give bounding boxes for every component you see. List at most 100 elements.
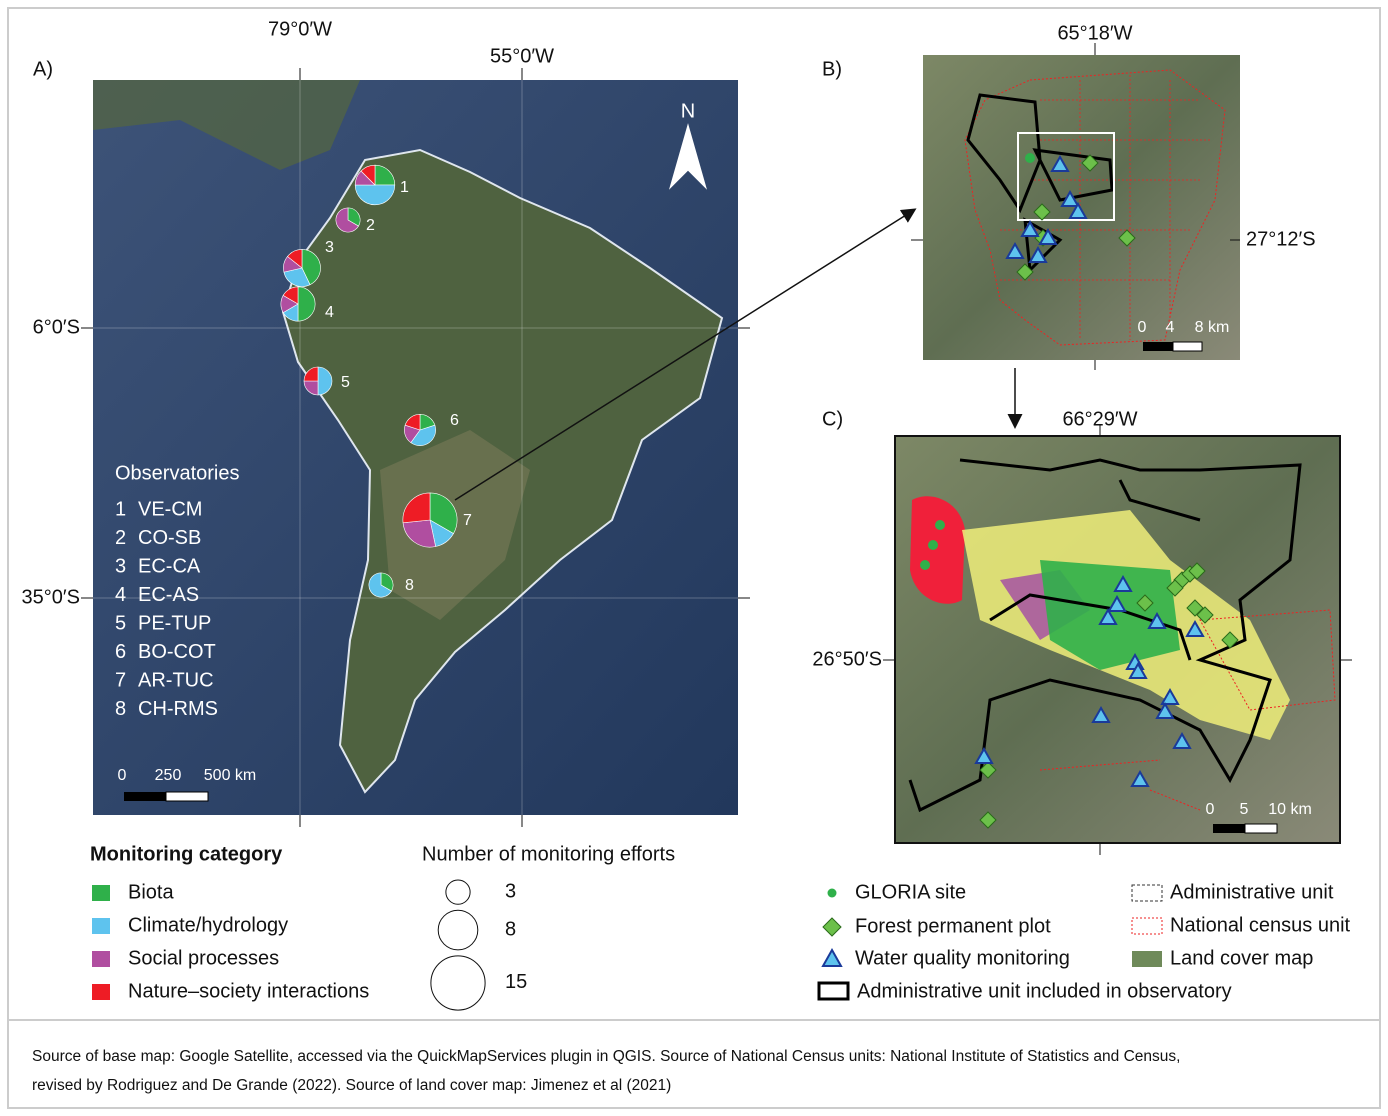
water-marker: [1050, 154, 1070, 172]
pie-slice: [360, 164, 376, 186]
tick-marks: [883, 424, 1352, 855]
water-marker: [1185, 619, 1205, 637]
observatory-code: AR-TUC: [138, 669, 214, 691]
pie-slice: [374, 164, 396, 186]
scale-label: 4: [1166, 319, 1175, 336]
pie-slice: [317, 366, 333, 396]
source-note: revised by Rodriguez and De Grande (2022…: [32, 1077, 671, 1094]
legend-item: Nature–society interactions: [128, 980, 369, 1002]
legend-item: GLORIA site: [855, 881, 966, 903]
plot-marker: [1016, 263, 1034, 281]
water-marker: [1130, 769, 1150, 787]
observatory-number: 8: [115, 698, 126, 720]
size-label: 3: [505, 880, 516, 902]
observatory-number: 3: [115, 555, 126, 577]
tick-marks: [911, 43, 1240, 370]
water-marker: [1128, 661, 1148, 679]
observatory-code: CO-SB: [138, 527, 201, 549]
plot-symbol: [822, 917, 842, 937]
size-label: 8: [505, 918, 516, 940]
plot-marker: [1221, 631, 1239, 649]
lat-label: 35°0′S: [22, 586, 80, 608]
observatory-number: 2: [115, 527, 126, 549]
size-circle: [430, 955, 486, 1011]
lon-label: 66°29′W: [1062, 408, 1137, 430]
scale-label: 0: [118, 767, 127, 784]
observatory-number: 5: [115, 612, 126, 634]
plot-marker: [979, 761, 997, 779]
pies: 1 2 3 4 5 6 7 8: [280, 164, 472, 598]
pie-slice: [287, 249, 303, 269]
pie-label: 4: [325, 304, 334, 321]
pie-label: 5: [341, 374, 350, 391]
legend-item: Water quality monitoring: [855, 947, 1070, 969]
legend-item: Administrative unit: [1170, 881, 1334, 903]
panel-b: B) 65°18′W 27°12′S 0 4 8 km: [822, 22, 1316, 370]
pie-slice: [301, 249, 321, 286]
legend-item: Land cover map: [1170, 947, 1313, 969]
water-marker: [1038, 227, 1058, 245]
pie-slice: [354, 184, 396, 206]
water-marker: [974, 746, 994, 764]
legend-title: Number of monitoring efforts: [422, 843, 675, 865]
gloria-marker: [935, 520, 945, 530]
legend-item: National census unit: [1170, 914, 1351, 936]
census-symbol: [1131, 917, 1163, 935]
pie-label: 1: [400, 179, 409, 196]
plot-marker: [1196, 606, 1214, 624]
tick-marks: [81, 68, 750, 827]
water-marker: [1005, 241, 1025, 259]
panel-c-markers: [920, 520, 1239, 829]
observatory-number: 4: [115, 584, 126, 606]
water-marker: [1113, 574, 1133, 592]
lon-label: 65°18′W: [1057, 22, 1132, 44]
pie-label: 8: [405, 577, 414, 594]
water-marker: [1107, 594, 1127, 612]
size-label: 15: [505, 971, 527, 993]
lat-label: 27°12′S: [1246, 228, 1316, 250]
water-marker: [1091, 705, 1111, 723]
water-marker: [1068, 201, 1088, 219]
observatory-code: VE-CM: [138, 498, 202, 520]
scale-label: 8 km: [1195, 319, 1230, 336]
scale-bar: [1213, 824, 1245, 833]
observatory-number: 1: [115, 498, 126, 520]
scale-label: 250: [155, 767, 182, 784]
pie-slice: [297, 286, 316, 322]
scale-label: 500 km: [204, 767, 256, 784]
panel-label: A): [33, 58, 53, 80]
lon-label: 55°0′W: [490, 45, 554, 67]
scale-bar: [1143, 342, 1173, 351]
pie-slice: [402, 519, 436, 548]
observatory-code: CH-RMS: [138, 698, 218, 720]
pie-label: 3: [325, 239, 334, 256]
observatory-list: 1 VE-CM 2 CO-SB 3 EC-CA 4 EC-AS 5 PE-TUP 6 BO-COT 7 A…: [115, 498, 218, 720]
gloria-symbol: [827, 888, 837, 898]
pie-slice: [429, 492, 458, 534]
inset-frame: [1017, 132, 1115, 221]
observatory-code: EC-AS: [138, 584, 199, 606]
scale-label: 0: [1206, 801, 1215, 818]
pie-label: 2: [366, 217, 375, 234]
lat-label: 6°0′S: [33, 316, 80, 338]
observatory-number: 6: [115, 641, 126, 663]
gloria-marker: [928, 540, 938, 550]
pie-slice: [402, 492, 431, 524]
gloria-marker: [1025, 153, 1035, 163]
panel-label: B): [822, 58, 842, 80]
unit-symbol: [817, 981, 850, 1001]
water-marker: [1172, 731, 1192, 749]
census-units: [1039, 609, 1336, 811]
lat-label: 26°50′S: [812, 648, 882, 670]
water-marker: [1155, 701, 1175, 719]
plot-marker: [1136, 594, 1154, 612]
pie-label: 7: [463, 512, 472, 529]
legend-swatch: [92, 951, 110, 967]
central-america: [93, 80, 360, 170]
legend-item: Forest permanent plot: [855, 915, 1051, 937]
landcover-symbol: [1132, 951, 1162, 967]
water-marker: [1028, 245, 1048, 263]
admin-symbol: [1131, 884, 1163, 902]
pie-slice: [368, 572, 392, 598]
size-circle: [445, 879, 471, 905]
